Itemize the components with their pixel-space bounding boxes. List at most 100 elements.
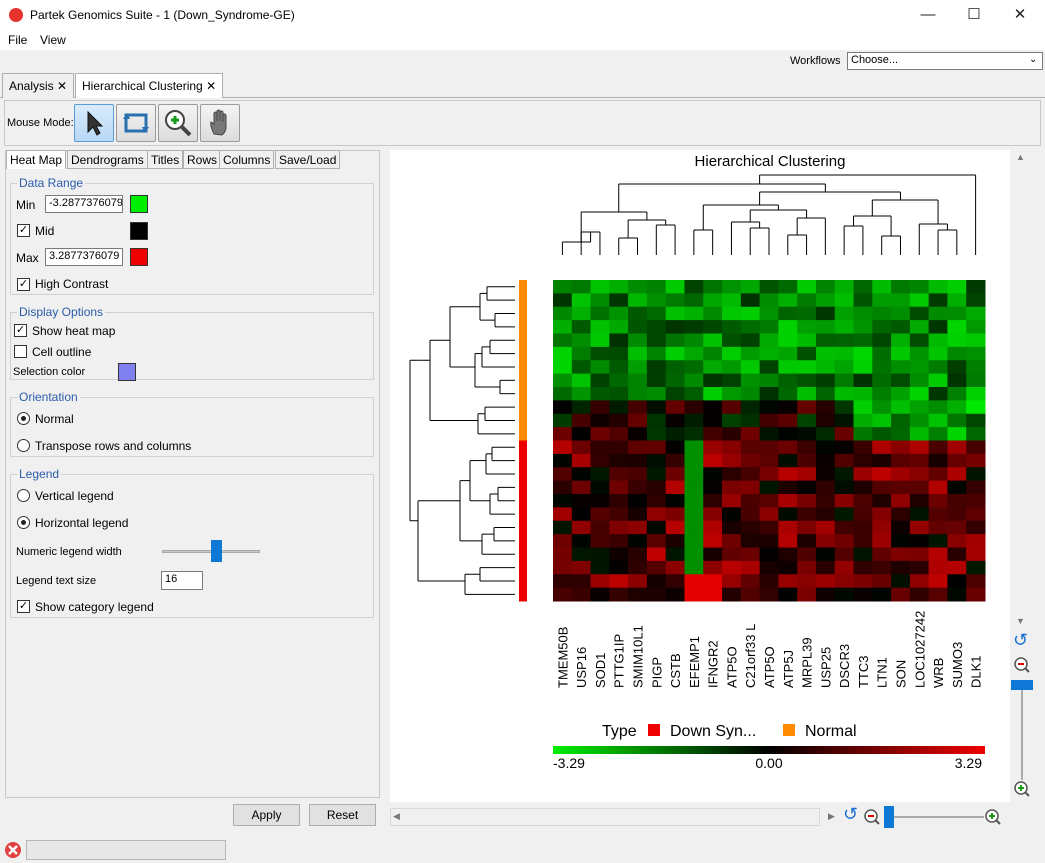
heatmap-cell[interactable] — [853, 494, 873, 508]
heatmap-cell[interactable] — [947, 467, 967, 482]
heatmap-cell[interactable] — [778, 333, 798, 348]
heatmap-cell[interactable] — [797, 534, 817, 548]
heatmap-cell[interactable] — [628, 507, 648, 522]
heatmap-cell[interactable] — [891, 373, 911, 388]
heatmap-cell[interactable] — [553, 480, 573, 495]
heatmap-cell[interactable] — [590, 587, 610, 602]
transpose-radio[interactable] — [17, 439, 30, 452]
heatmap-cell[interactable] — [684, 320, 704, 334]
heatmap-cell[interactable] — [684, 440, 704, 455]
heatmap-cell[interactable] — [778, 306, 798, 321]
heatmap-cell[interactable] — [778, 360, 798, 375]
heatmap-cell[interactable] — [853, 333, 873, 348]
heatmap-cell[interactable] — [834, 373, 855, 388]
heatmap-cell[interactable] — [853, 440, 873, 455]
heatmap-cell[interactable] — [759, 373, 779, 388]
heatmap-cell[interactable] — [665, 534, 685, 548]
heatmap-cell[interactable] — [553, 333, 573, 348]
min-color-swatch[interactable] — [130, 195, 148, 213]
heatmap-cell[interactable] — [628, 587, 648, 602]
heatmap-cell[interactable] — [815, 427, 836, 441]
heatmap-cell[interactable] — [759, 560, 779, 575]
heatmap-cell[interactable] — [909, 467, 930, 482]
mid-checkbox[interactable]: ✓ — [17, 224, 30, 237]
heatmap-cell[interactable] — [553, 306, 573, 321]
heatmap-cell[interactable] — [571, 387, 592, 401]
heatmap-cell[interactable] — [553, 507, 573, 522]
heatmap-cell[interactable] — [947, 587, 967, 602]
heatmap-cell[interactable] — [740, 333, 761, 348]
heatmap-cell[interactable] — [590, 574, 610, 589]
heatmap-cell[interactable] — [909, 280, 930, 294]
tab-save-load[interactable]: Save/Load — [275, 150, 341, 169]
heatmap-cell[interactable] — [872, 346, 892, 361]
heatmap-cell[interactable] — [891, 560, 911, 575]
legend-width-slider-thumb[interactable] — [210, 540, 222, 562]
heatmap-cell[interactable] — [665, 333, 685, 348]
heatmap-cell[interactable] — [553, 400, 573, 415]
heatmap-cell[interactable] — [891, 587, 911, 602]
heatmap-cell[interactable] — [590, 534, 610, 548]
heatmap-cell[interactable] — [722, 333, 742, 348]
heatmap-cell[interactable] — [815, 480, 836, 495]
heatmap-cell[interactable] — [834, 413, 855, 428]
heatmap-cell[interactable] — [703, 400, 723, 415]
heatmap-cell[interactable] — [872, 574, 892, 589]
tab-titles[interactable]: Titles — [147, 150, 184, 169]
heatmap-cell[interactable] — [590, 293, 610, 308]
heatmap-cell[interactable] — [684, 560, 704, 575]
heatmap-cell[interactable] — [759, 306, 779, 321]
show-heat-map-checkbox[interactable]: ✓ — [14, 324, 27, 337]
heatmap-cell[interactable] — [646, 427, 667, 441]
heatmap-cell[interactable] — [759, 520, 779, 535]
heatmap-cell[interactable] — [815, 494, 836, 508]
heatmap-cell[interactable] — [909, 320, 930, 334]
heatmap-cell[interactable] — [909, 560, 930, 575]
heatmap-cell[interactable] — [740, 560, 761, 575]
heatmap-cell[interactable] — [684, 373, 704, 388]
heatmap-cell[interactable] — [891, 574, 911, 589]
min-value-input[interactable]: -3.2877376079 — [45, 195, 123, 213]
heatmap-cell[interactable] — [722, 293, 742, 308]
heatmap-cell[interactable] — [815, 387, 836, 401]
heatmap-cell[interactable] — [609, 534, 629, 548]
heatmap-cell[interactable] — [684, 480, 704, 495]
heatmap-cell[interactable] — [609, 320, 629, 334]
heatmap-cell[interactable] — [590, 467, 610, 482]
heatmap-cell[interactable] — [834, 440, 855, 455]
heatmap-cell[interactable] — [553, 494, 573, 508]
heatmap-cell[interactable] — [571, 346, 592, 361]
heatmap-cell[interactable] — [928, 280, 948, 294]
heatmap-cell[interactable] — [947, 574, 967, 589]
heatmap-cell[interactable] — [759, 547, 779, 562]
heatmap-cell[interactable] — [778, 320, 798, 334]
heatmap-cell[interactable] — [909, 480, 930, 495]
heatmap-cell[interactable] — [947, 480, 967, 495]
zoom-tool-button[interactable] — [158, 104, 198, 142]
heatmap-cell[interactable] — [834, 333, 855, 348]
heatmap-cell[interactable] — [684, 507, 704, 522]
heatmap-cell[interactable] — [909, 293, 930, 308]
heatmap-cell[interactable] — [872, 507, 892, 522]
heatmap-cell[interactable] — [872, 320, 892, 334]
heatmap-cell[interactable] — [815, 520, 836, 535]
pointer-tool-button[interactable] — [74, 104, 114, 142]
heatmap-cell[interactable] — [759, 360, 779, 375]
heatmap-cell[interactable] — [722, 534, 742, 548]
horizontal-zoom-in-icon[interactable] — [984, 808, 1002, 826]
heatmap-cell[interactable] — [928, 333, 948, 348]
heatmap-cell[interactable] — [815, 293, 836, 308]
heatmap-cell[interactable] — [646, 440, 667, 455]
heatmap-cell[interactable] — [966, 547, 986, 562]
heatmap-cell[interactable] — [571, 360, 592, 375]
heatmap-cell[interactable] — [684, 534, 704, 548]
heatmap-cell[interactable] — [628, 467, 648, 482]
heatmap-cell[interactable] — [665, 400, 685, 415]
heatmap-cell[interactable] — [834, 280, 855, 294]
heatmap-cell[interactable] — [891, 440, 911, 455]
heatmap-cell[interactable] — [722, 547, 742, 562]
heatmap-cell[interactable] — [778, 453, 798, 468]
heatmap-cell[interactable] — [628, 453, 648, 468]
heatmap-cell[interactable] — [909, 507, 930, 522]
heatmap-cell[interactable] — [665, 373, 685, 388]
